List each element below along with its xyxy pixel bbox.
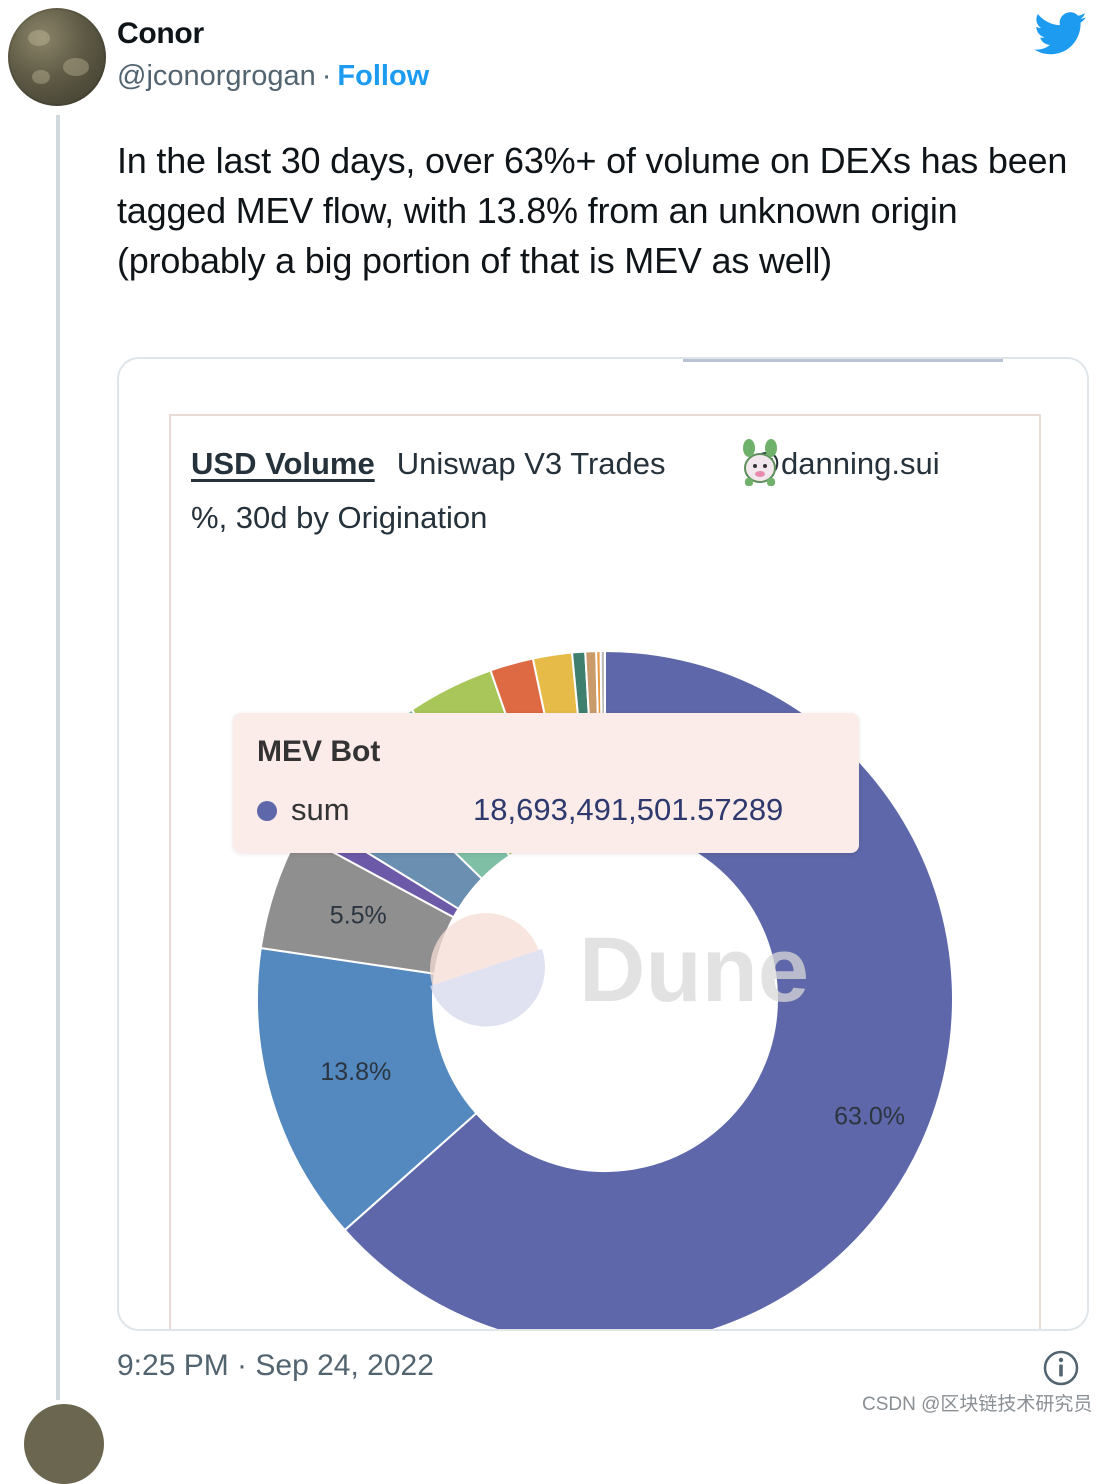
pie-slice-1[interactable] (256, 946, 478, 1232)
dune-chart-panel: USD Volume Uniswap V3 Trades @danning.sui … (169, 414, 1041, 1331)
tooltip-series-dot (257, 801, 277, 821)
next-reply-avatar[interactable] (24, 1404, 104, 1484)
author-avatar-icon[interactable] (8, 8, 106, 106)
chart-tooltip: MEV Bot sum 18,693,491,501.57289 (233, 713, 859, 853)
svg-text:Dune: Dune (579, 919, 809, 1021)
chart-title[interactable]: USD Volume (191, 446, 375, 481)
dune-watermark: Dune (430, 913, 809, 1027)
chart-card[interactable]: USD Volume Uniswap V3 Trades @danning.sui … (117, 357, 1089, 1331)
chart-subtitle: %, 30d by Origination (191, 500, 488, 535)
pie-slice-label-2: 5.5% (330, 902, 387, 930)
chart-title-row: USD Volume Uniswap V3 Trades @danning.sui (191, 446, 940, 482)
card-top-accent (683, 359, 1003, 362)
tooltip-value: 18,693,491,501.57289 (473, 792, 784, 827)
author-handle[interactable]: @jconorgrogan (117, 60, 316, 92)
tweet-text: In the last 30 days, over 63%+ of volume… (117, 140, 1068, 281)
pie-slice-label-0: 63.0% (834, 1102, 905, 1130)
handle-row: @jconorgrogan · Follow (117, 60, 429, 93)
chart-author[interactable]: @danning.sui (749, 446, 940, 481)
separator: · (321, 60, 332, 92)
donut-chart[interactable]: 63.0% 13.8% 5.5% Dune (171, 416, 1039, 1331)
csdn-watermark: CSDN @区块链技术研究员 (862, 1394, 1093, 1415)
follow-button[interactable]: Follow (337, 60, 430, 92)
pie-slice-label-1: 13.8% (320, 1058, 391, 1086)
tooltip-series-key: sum (291, 792, 350, 827)
tweet-timestamp[interactable]: 9:25 PM · Sep 24, 2022 (117, 1349, 434, 1382)
thread-line (56, 115, 60, 1400)
author-name[interactable]: Conor (117, 17, 204, 50)
twitter-bird-icon[interactable] (1034, 12, 1088, 56)
info-icon[interactable] (1042, 1349, 1080, 1387)
chart-query-name: Uniswap V3 Trades (396, 446, 666, 481)
author-mascot-icon (743, 439, 777, 486)
tooltip-title: MEV Bot (257, 735, 381, 768)
